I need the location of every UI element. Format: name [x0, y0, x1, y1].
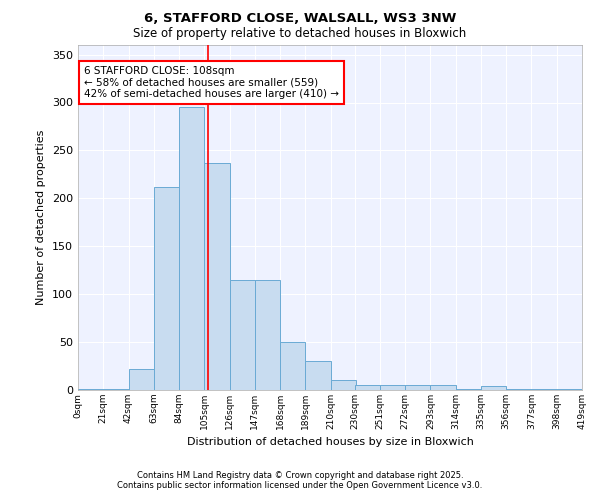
Text: 6 STAFFORD CLOSE: 108sqm
← 58% of detached houses are smaller (559)
42% of semi-: 6 STAFFORD CLOSE: 108sqm ← 58% of detach…	[84, 66, 339, 100]
Text: Contains HM Land Registry data © Crown copyright and database right 2025.
Contai: Contains HM Land Registry data © Crown c…	[118, 470, 482, 490]
X-axis label: Distribution of detached houses by size in Bloxwich: Distribution of detached houses by size …	[187, 438, 473, 448]
Bar	[255, 280, 280, 390]
Bar	[380, 385, 405, 390]
Bar	[532, 389, 557, 390]
Bar	[481, 386, 506, 390]
Bar	[78, 389, 103, 390]
Bar	[331, 380, 356, 390]
Bar	[430, 385, 455, 390]
Bar	[455, 389, 481, 390]
Bar	[305, 361, 331, 390]
Bar	[405, 385, 430, 390]
Bar	[103, 389, 128, 390]
Bar	[230, 280, 255, 390]
Text: Size of property relative to detached houses in Bloxwich: Size of property relative to detached ho…	[133, 28, 467, 40]
Text: 6, STAFFORD CLOSE, WALSALL, WS3 3NW: 6, STAFFORD CLOSE, WALSALL, WS3 3NW	[144, 12, 456, 26]
Bar	[205, 163, 230, 390]
Bar	[280, 342, 305, 390]
Y-axis label: Number of detached properties: Number of detached properties	[37, 130, 46, 305]
Bar	[355, 385, 380, 390]
Bar	[154, 187, 179, 390]
Bar	[557, 389, 582, 390]
Bar	[128, 369, 154, 390]
Bar	[506, 389, 532, 390]
Bar	[179, 108, 205, 390]
